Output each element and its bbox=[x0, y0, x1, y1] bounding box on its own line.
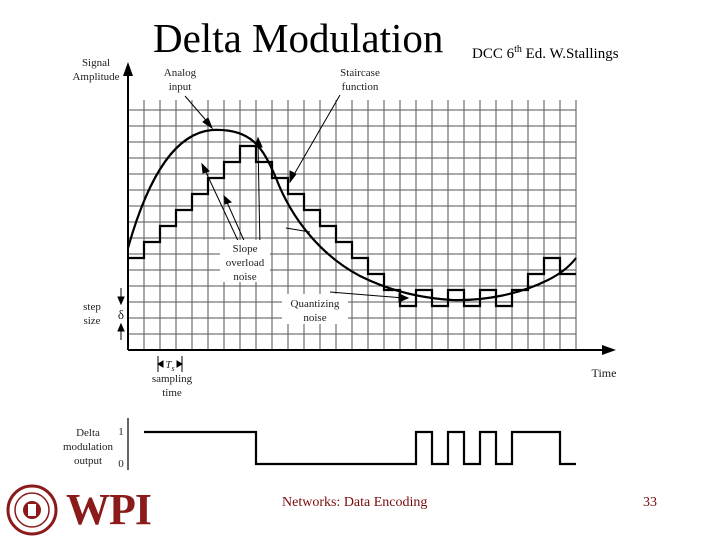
analog-label-bg bbox=[158, 62, 202, 94]
slope-overload-label-1: Slope bbox=[232, 243, 257, 255]
title-sub-sup: th bbox=[514, 44, 522, 55]
step-size-label-2: size bbox=[83, 315, 100, 327]
sampling-time-label-2: time bbox=[162, 387, 182, 399]
analog-input-label-1: Analog bbox=[164, 67, 197, 79]
slope-overload-label-2: overload bbox=[226, 257, 265, 269]
delta-symbol: δ bbox=[118, 307, 124, 322]
quantizing-noise-label-2: noise bbox=[303, 312, 326, 324]
slide-title: Delta Modulation DCC 6th Ed. W.Stallings bbox=[0, 8, 720, 64]
slope-label-bg bbox=[220, 240, 270, 282]
y-axis-label-1: Signal bbox=[82, 57, 110, 69]
title-sub-prefix: DCC 6 bbox=[472, 46, 515, 62]
x-axis-arrow bbox=[602, 345, 616, 355]
analog-input-label-2: input bbox=[169, 81, 192, 93]
dm-label-1: Delta bbox=[76, 427, 100, 439]
dm-label-3: output bbox=[74, 455, 102, 467]
ts-label-sub: s bbox=[172, 364, 175, 373]
dm-label-2: modulation bbox=[63, 441, 114, 453]
quantizing-noise-label-1: Quantizing bbox=[291, 298, 340, 310]
dm-output-waveform bbox=[144, 430, 576, 466]
footer-title: Networks: Data Encoding bbox=[282, 495, 428, 510]
y-axis-arrow bbox=[123, 62, 133, 76]
title-main: Delta Modulation bbox=[153, 15, 444, 61]
quant-label-bg bbox=[282, 294, 348, 324]
grid bbox=[128, 100, 577, 350]
dm-level-zero: 0 bbox=[118, 458, 124, 470]
wpi-logo-text: WPI bbox=[66, 485, 152, 534]
slope-overload-label-3: noise bbox=[233, 271, 256, 283]
page-number: 33 bbox=[643, 495, 657, 510]
staircase-label-2: function bbox=[342, 81, 379, 93]
ts-label-main: T bbox=[165, 359, 172, 371]
sampling-time-label-1: sampling bbox=[152, 373, 193, 385]
staircase-label-bg bbox=[336, 62, 384, 94]
sampling-time-marker bbox=[157, 356, 183, 372]
title-sub: DCC 6th Ed. W.Stallings bbox=[472, 44, 619, 63]
y-axis-label-2: Amplitude bbox=[72, 71, 119, 83]
title-sub-suffix: Ed. W.Stallings bbox=[521, 46, 619, 62]
staircase-label-1: Staircase bbox=[340, 67, 380, 79]
annotation-arrows bbox=[184, 94, 410, 303]
step-size-arrows bbox=[117, 288, 125, 340]
analog-input-curve bbox=[126, 128, 577, 302]
ts-label: Ts bbox=[165, 359, 174, 373]
dm-level-one: 1 bbox=[118, 426, 124, 438]
staircase-function bbox=[128, 144, 576, 308]
step-size-label-1: step bbox=[83, 301, 101, 313]
wpi-seal-logo bbox=[6, 484, 58, 536]
x-axis-label: Time bbox=[592, 366, 617, 380]
